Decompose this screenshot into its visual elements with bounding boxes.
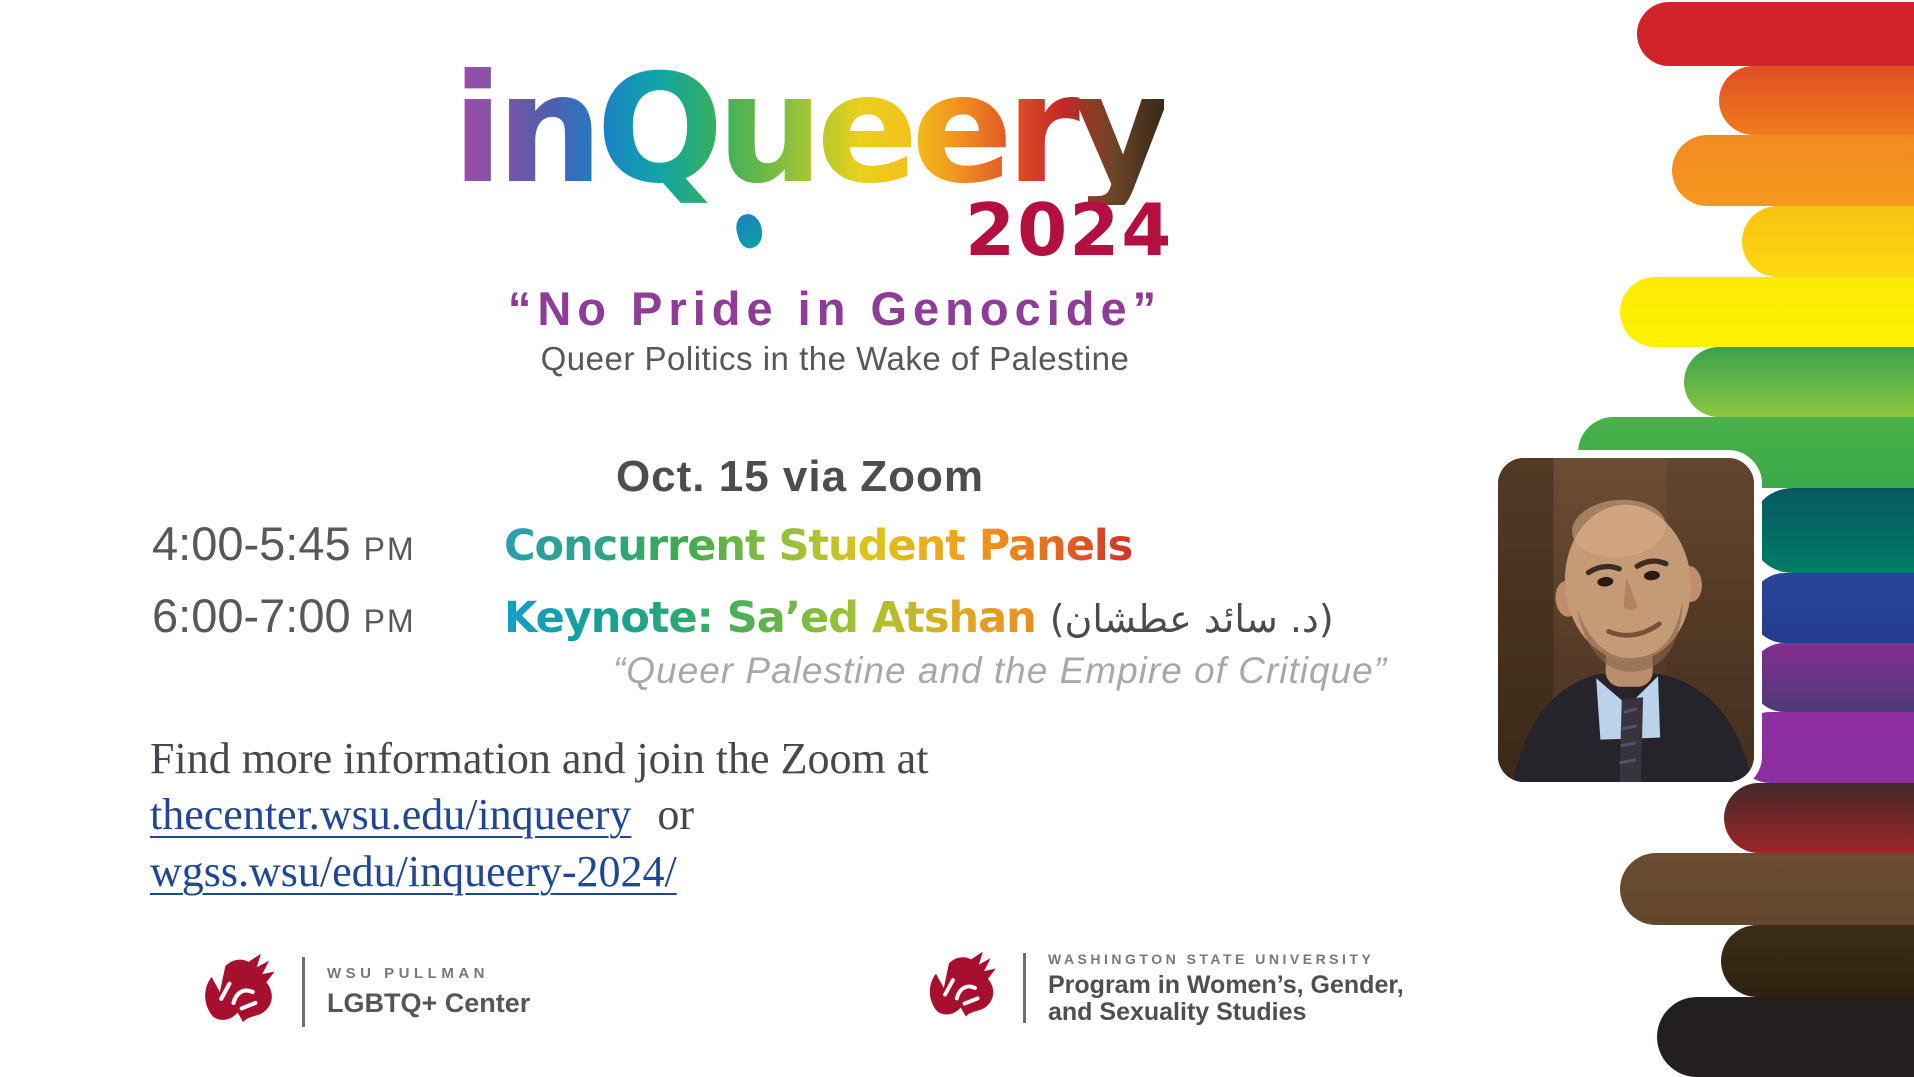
pride-stripe-magenta: [1735, 712, 1914, 783]
lockup-name-line-1: Program in Women’s, Gender,: [1048, 970, 1404, 999]
keynote-speaker-photo: [1490, 450, 1762, 790]
link-conjunction: or: [657, 790, 695, 839]
pride-stripe-orange: [1672, 135, 1914, 206]
pride-stripe-yellow: [1620, 277, 1914, 347]
pride-stripe-brown: [1620, 853, 1914, 925]
pride-stripe-black: [1657, 997, 1914, 1077]
pride-stripe-gold: [1742, 206, 1914, 277]
lockup-eyebrow: WASHINGTON STATE UNIVERSITY: [1048, 950, 1375, 967]
panels-meridiem: PM: [363, 531, 416, 567]
pride-stripe-green-fade: [1684, 347, 1914, 417]
pride-stripe-orange-red: [1719, 66, 1914, 135]
inqueery-logo-q-tail-dot: [732, 211, 767, 251]
lockup-name: LGBTQ+ Center: [327, 988, 531, 1019]
event-subtitle: Queer Politics in the Wake of Palestine: [540, 340, 1130, 377]
event-date-line: Oct. 15 via Zoom: [615, 452, 985, 501]
schedule-row-panels: 4:00-5:45 PM Concurrent Student Panels: [152, 516, 1133, 571]
event-title: “No Pride in Genocide”: [507, 282, 1163, 335]
panels-time: 4:00-5:45 PM: [152, 517, 416, 570]
link-wgss[interactable]: wgss.wsu/edu/inqueery-2024/: [150, 847, 677, 896]
link-thecenter[interactable]: thecenter.wsu.edu/inqueery: [150, 790, 632, 839]
info-links-line-1: thecenter.wsu.edu/inqueery or: [150, 789, 694, 840]
pride-stripe-purple-fade: [1750, 643, 1914, 712]
lgbtq-center-lockup: WSU PULLMAN LGBTQ+ Center: [198, 940, 530, 1044]
pride-stripe-teal: [1750, 488, 1914, 573]
inqueery-logo-wordmark: inQueery: [452, 43, 1171, 217]
logo-year: 2024: [965, 188, 1174, 272]
wgss-program-lockup: WASHINGTON STATE UNIVERSITY Program in W…: [923, 938, 1404, 1038]
info-links-line-2: wgss.wsu/edu/inqueery-2024/: [150, 846, 677, 897]
keynote-time: 6:00-7:00 PM: [152, 589, 416, 642]
wsu-cougar-logo-icon: [205, 953, 275, 1023]
lockup-divider: [302, 957, 305, 1027]
speaker-portrait-illustration: [1498, 458, 1754, 782]
pride-stripe-red: [1637, 2, 1914, 66]
wsu-cougar-logo-icon: [929, 951, 996, 1017]
keynote-label: Keynote: Sa’ed Atshan: [504, 593, 1037, 643]
lockup-name-line-2: and Sexuality Studies: [1048, 997, 1307, 1026]
lockup-divider: [1023, 953, 1026, 1023]
pride-stripe-maroon: [1724, 783, 1914, 853]
pride-stripe-dark-brown: [1721, 925, 1914, 997]
info-line: Find more information and join the Zoom …: [150, 734, 929, 783]
lockup-eyebrow: WSU PULLMAN: [327, 965, 489, 983]
panels-label: Concurrent Student Panels: [504, 521, 1133, 571]
keynote-talk-title: “Queer Palestine and the Empire of Criti…: [612, 650, 1388, 691]
keynote-name-arabic: (د. سائد عطشان): [1049, 597, 1334, 641]
schedule-row-keynote: 6:00-7:00 PM Keynote: Sa’ed Atshan (د. سائ…: [152, 588, 1334, 643]
pride-stripe-blue: [1750, 573, 1914, 643]
keynote-meridiem: PM: [363, 603, 416, 639]
